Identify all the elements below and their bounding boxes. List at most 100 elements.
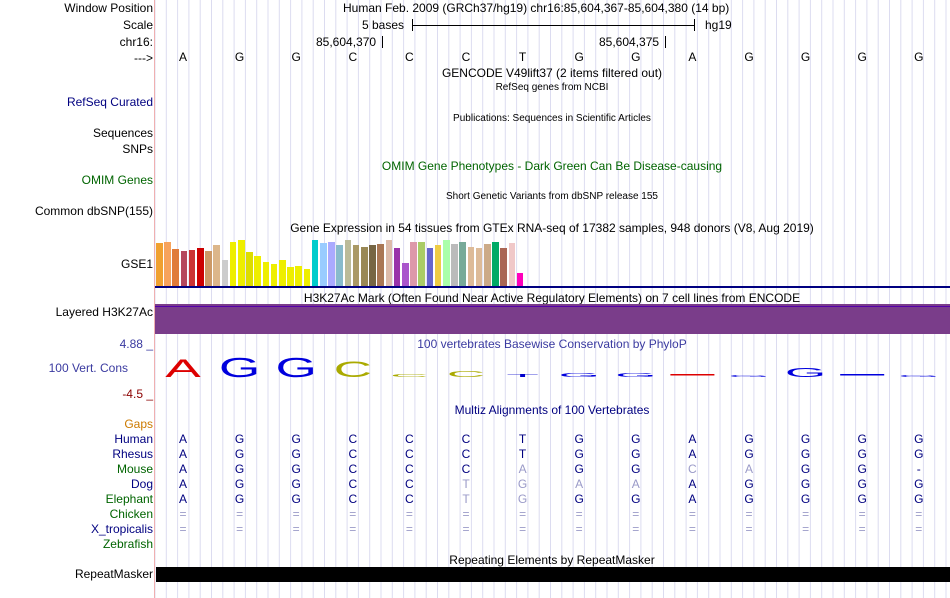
- gtex-tissue-bar[interactable]: [320, 242, 327, 286]
- gtex-tissue-bar[interactable]: [246, 252, 253, 286]
- species-label[interactable]: Zebrafish: [102, 537, 153, 551]
- gtex-tissue-bar[interactable]: [402, 262, 409, 286]
- alignment-base: T: [462, 492, 470, 506]
- species-label[interactable]: Mouse: [116, 462, 153, 476]
- alignment-base: G: [857, 477, 867, 491]
- alignment-base: =: [745, 522, 753, 536]
- gtex-tissue-bar[interactable]: [197, 247, 204, 286]
- phylop-label[interactable]: 100 Vert. Cons: [48, 361, 128, 375]
- alignment-base: G: [234, 432, 245, 446]
- gtex-tissue-bar[interactable]: [238, 240, 245, 286]
- alignment-base: C: [348, 432, 358, 446]
- gtex-tissue-bar[interactable]: [492, 241, 499, 286]
- gtex-tissue-bar[interactable]: [500, 247, 507, 286]
- species-label[interactable]: Rhesus: [112, 447, 153, 461]
- gtex-tissue-bar[interactable]: [156, 242, 163, 286]
- species-label[interactable]: Chicken: [109, 507, 153, 521]
- gtex-tissue-bar[interactable]: [434, 245, 442, 286]
- alignment-base: G: [744, 447, 754, 461]
- gtex-tissue-bar[interactable]: [270, 264, 278, 286]
- gtex-tissue-bar[interactable]: [508, 242, 516, 286]
- snps-label[interactable]: SNPs: [122, 142, 153, 156]
- alignment-base: =: [236, 522, 244, 536]
- gtex-tissue-bar[interactable]: [344, 240, 352, 286]
- repeat-label[interactable]: RepeatMasker: [74, 567, 153, 581]
- alignment-base: C: [688, 462, 697, 476]
- sequences-label[interactable]: Sequences: [92, 126, 153, 140]
- gtex-tissue-bar[interactable]: [262, 262, 270, 286]
- phylop-title[interactable]: 100 vertebrates Basewise Conservation by…: [417, 337, 687, 351]
- phylop-logo-letter: C: [390, 373, 428, 378]
- alignment-base: C: [405, 462, 414, 476]
- h3k27ac-signal[interactable]: [155, 304, 950, 334]
- coord-tick-2-mark: [665, 36, 666, 48]
- h3k27ac-title[interactable]: H3K27Ac Mark (Often Found Near Active Re…: [303, 291, 801, 305]
- alignment-base: T: [518, 447, 527, 461]
- gaps-label[interactable]: Gaps: [124, 417, 153, 431]
- species-label[interactable]: X_tropicalis: [90, 522, 153, 536]
- alignment-base: A: [178, 492, 187, 506]
- species-label[interactable]: Dog: [130, 477, 153, 491]
- refseq-title[interactable]: RefSeq genes from NCBI: [495, 82, 609, 93]
- scale-bar: [412, 19, 695, 31]
- alignment-base: G: [800, 447, 811, 461]
- gtex-tissue-bar[interactable]: [377, 243, 384, 286]
- gtex-tissue-bar[interactable]: [295, 265, 302, 286]
- gtex-tissue-bar[interactable]: [164, 241, 171, 286]
- omim-title[interactable]: OMIM Gene Phenotypes - Dark Green Can Be…: [381, 159, 723, 173]
- publications-title[interactable]: Publications: Sequences in Scientific Ar…: [453, 113, 651, 124]
- gtex-tissue-bar[interactable]: [475, 247, 483, 286]
- gtex-tissue-bar[interactable]: [467, 246, 475, 286]
- gtex-tissue-bar[interactable]: [221, 259, 229, 286]
- gtex-title[interactable]: Gene Expression in 54 tissues from GTEx …: [290, 221, 814, 235]
- species-label[interactable]: Human: [114, 432, 153, 446]
- gtex-tissue-bar[interactable]: [426, 247, 434, 286]
- gtex-tissue-bar[interactable]: [328, 241, 335, 286]
- gtex-tissue-bar[interactable]: [287, 266, 294, 286]
- gtex-tissue-bar[interactable]: [451, 243, 458, 286]
- gtex-tissue-bar[interactable]: [361, 246, 368, 286]
- gtex-tissue-bar[interactable]: [336, 245, 343, 286]
- gtex-tissue-bar[interactable]: [516, 272, 524, 286]
- gtex-tissue-bar[interactable]: [385, 240, 393, 286]
- gtex-tissue-bar[interactable]: [410, 241, 417, 286]
- refseq-label[interactable]: RefSeq Curated: [66, 95, 153, 109]
- gencode-title[interactable]: GENCODE V49lift37 (2 items filtered out): [441, 66, 663, 80]
- gtex-tissue-bar[interactable]: [180, 251, 188, 286]
- reference-base: G: [914, 50, 924, 64]
- alignment-base: G: [517, 492, 528, 506]
- reference-base: G: [800, 50, 811, 64]
- gtex-tissue-bar[interactable]: [418, 241, 425, 286]
- gtex-tissue-bar[interactable]: [303, 269, 311, 286]
- gtex-label[interactable]: GSE1: [120, 257, 153, 271]
- gtex-tissue-bar[interactable]: [254, 256, 261, 286]
- gtex-tissue-bar[interactable]: [172, 248, 179, 286]
- alignment-base: G: [914, 447, 924, 461]
- gtex-tissue-bar[interactable]: [443, 240, 450, 286]
- gtex-tissue-bar[interactable]: [484, 243, 491, 286]
- gtex-tissue-bar[interactable]: [279, 259, 286, 286]
- alignment-base: G: [857, 447, 867, 461]
- repeatmasker-block[interactable]: [156, 567, 950, 582]
- gtex-tissue-bar[interactable]: [229, 241, 237, 286]
- omim-label[interactable]: OMIM Genes: [81, 173, 153, 187]
- gtex-tissue-bar[interactable]: [311, 240, 319, 286]
- gtex-tissue-bar[interactable]: [188, 250, 196, 286]
- phylop-logo-letter: G: [615, 372, 656, 378]
- gtex-tissue-bar[interactable]: [369, 245, 376, 286]
- gtex-tissue-bar[interactable]: [459, 241, 466, 286]
- gtex-tissue-bar[interactable]: [393, 247, 401, 286]
- coord-tick-1: 85,604,370: [316, 35, 377, 49]
- gtex-bar-chart[interactable]: [156, 236, 536, 286]
- gtex-tissue-bar[interactable]: [352, 245, 360, 286]
- dbsnp-label[interactable]: Common dbSNP(155): [34, 204, 153, 218]
- gtex-tissue-bar[interactable]: [205, 251, 212, 286]
- species-label[interactable]: Elephant: [105, 492, 153, 506]
- alignment-base: G: [914, 477, 924, 491]
- gtex-tissue-bar[interactable]: [213, 245, 220, 286]
- h3k27ac-label[interactable]: Layered H3K27Ac: [55, 305, 153, 319]
- multiz-title[interactable]: Multiz Alignments of 100 Vertebrates: [454, 403, 650, 417]
- repeat-title[interactable]: Repeating Elements by RepeatMasker: [449, 553, 655, 567]
- dbsnp-title[interactable]: Short Genetic Variants from dbSNP releas…: [446, 191, 658, 202]
